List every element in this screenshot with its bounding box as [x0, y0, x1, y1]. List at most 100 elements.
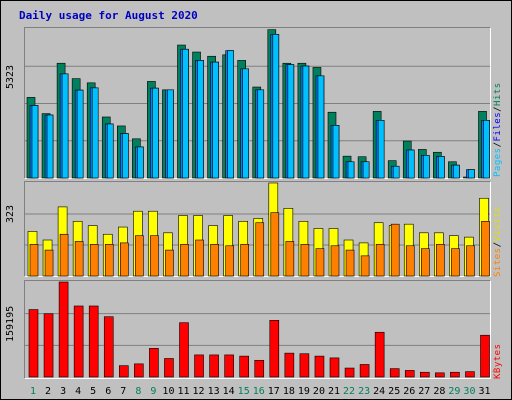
- bar-kbytes-day-31: [480, 334, 490, 378]
- bar-pages-day-26: [407, 149, 415, 179]
- x-tick-label-6: 6: [105, 386, 111, 397]
- bar-sites-day-20: [315, 248, 325, 277]
- bar-sites-day-29: [451, 248, 460, 277]
- bar-pages-day-31: [483, 120, 490, 179]
- bar-sites-day-8: [135, 235, 144, 277]
- x-tick-label-31: 31: [478, 386, 490, 397]
- x-tick-label-18: 18: [283, 386, 295, 397]
- bar-pages-day-23: [362, 161, 370, 179]
- bar-pages-day-1: [31, 105, 39, 179]
- bar-kbytes-day-15: [239, 355, 249, 378]
- bar-pages-day-16: [257, 89, 265, 179]
- bar-kbytes-day-8: [134, 363, 144, 378]
- x-tick-label-17: 17: [268, 386, 280, 397]
- bar-kbytes-day-6: [103, 316, 114, 378]
- bar-kbytes-day-24: [374, 331, 385, 378]
- bar-sites-day-14: [225, 245, 234, 277]
- bar-pages-day-28: [438, 156, 445, 179]
- x-tick-label-14: 14: [223, 386, 235, 397]
- bar-sites-day-17: [270, 212, 280, 277]
- bar-kbytes-day-4: [73, 305, 84, 378]
- x-tick-label-26: 26: [403, 386, 415, 397]
- bar-kbytes-day-5: [88, 305, 99, 378]
- bar-sites-day-25: [390, 223, 400, 277]
- bar-sites-day-10: [165, 249, 174, 277]
- bar-sites-day-4: [74, 241, 84, 277]
- bar-sites-day-23: [360, 255, 370, 277]
- bar-pages-day-27: [422, 155, 430, 179]
- bar-pages-day-8: [137, 146, 144, 179]
- bar-pages-day-5: [91, 87, 99, 179]
- bar-sites-day-1: [29, 244, 39, 277]
- x-tick-label-16: 16: [253, 386, 265, 397]
- bar-kbytes-day-2: [43, 313, 54, 378]
- bar-pages-day-25: [392, 165, 400, 179]
- x-tick-label-1: 1: [30, 386, 36, 397]
- x-tick-label-20: 20: [313, 386, 325, 397]
- bar-kbytes-day-18: [284, 352, 295, 378]
- bar-pages-day-3: [61, 73, 69, 179]
- bar-sites-day-12: [195, 239, 204, 277]
- bar-pages-day-2: [46, 114, 54, 179]
- x-tick-label-27: 27: [418, 386, 430, 397]
- x-tick-label-24: 24: [373, 386, 385, 397]
- x-tick-label-23: 23: [358, 386, 370, 397]
- bar-kbytes-day-14: [224, 354, 234, 378]
- bar-pages-day-7: [122, 133, 129, 179]
- x-tick-label-29: 29: [448, 386, 460, 397]
- x-tick-label-8: 8: [135, 386, 141, 397]
- x-tick-label-15: 15: [238, 386, 250, 397]
- bar-kbytes-day-11: [179, 322, 189, 378]
- bar-pages-day-14: [227, 50, 234, 179]
- bar-sites-day-21: [330, 245, 340, 277]
- bar-kbytes-day-3: [58, 281, 69, 378]
- x-tick-label-3: 3: [60, 386, 66, 397]
- bar-pages-day-6: [106, 123, 114, 179]
- bar-sites-day-27: [420, 248, 430, 277]
- bar-kbytes-day-27: [419, 371, 430, 378]
- bar-sites-day-5: [89, 244, 99, 277]
- bar-pages-day-11: [182, 48, 189, 179]
- x-tick-label-11: 11: [177, 386, 189, 397]
- x-tick-label-25: 25: [388, 386, 400, 397]
- x-tick-label-7: 7: [120, 386, 126, 397]
- bar-sites-day-22: [345, 249, 355, 277]
- bar-pages-day-19: [302, 65, 310, 179]
- bar-sites-day-31: [481, 220, 490, 277]
- bar-pages-day-24: [377, 120, 385, 179]
- x-tick-label-19: 19: [298, 386, 310, 397]
- bar-sites-day-9: [150, 235, 159, 277]
- x-tick-label-5: 5: [90, 386, 96, 397]
- bar-kbytes-day-13: [209, 354, 219, 378]
- bar-sites-day-18: [285, 241, 295, 277]
- x-tick-label-28: 28: [433, 386, 445, 397]
- x-tick-label-9: 9: [150, 386, 156, 397]
- bar-kbytes-day-26: [404, 370, 415, 378]
- x-tick-label-2: 2: [45, 386, 51, 397]
- bar-pages-day-18: [287, 64, 295, 179]
- bar-kbytes-day-1: [28, 309, 39, 378]
- bar-sites-day-30: [466, 245, 475, 277]
- bar-sites-day-15: [240, 244, 249, 277]
- bar-sites-day-19: [300, 244, 310, 277]
- x-tick-label-10: 10: [162, 386, 174, 397]
- bar-sites-day-6: [104, 244, 114, 277]
- bar-sites-day-28: [436, 244, 445, 277]
- bar-kbytes-day-16: [254, 359, 265, 378]
- bar-kbytes-day-17: [269, 320, 280, 378]
- bar-kbytes-day-7: [119, 365, 129, 378]
- bar-kbytes-day-30: [465, 371, 475, 378]
- bar-sites-day-26: [405, 245, 415, 277]
- bar-kbytes-day-19: [299, 353, 310, 378]
- x-tick-label-30: 30: [463, 386, 475, 397]
- bar-pages-day-22: [347, 161, 355, 179]
- bar-kbytes-day-29: [450, 371, 460, 378]
- x-tick-label-12: 12: [193, 386, 205, 397]
- bar-sites-day-13: [210, 244, 219, 277]
- bar-kbytes-day-21: [329, 357, 340, 378]
- bar-kbytes-day-22: [344, 367, 355, 378]
- bar-pages-day-20: [317, 75, 325, 179]
- bar-pages-day-21: [332, 125, 340, 179]
